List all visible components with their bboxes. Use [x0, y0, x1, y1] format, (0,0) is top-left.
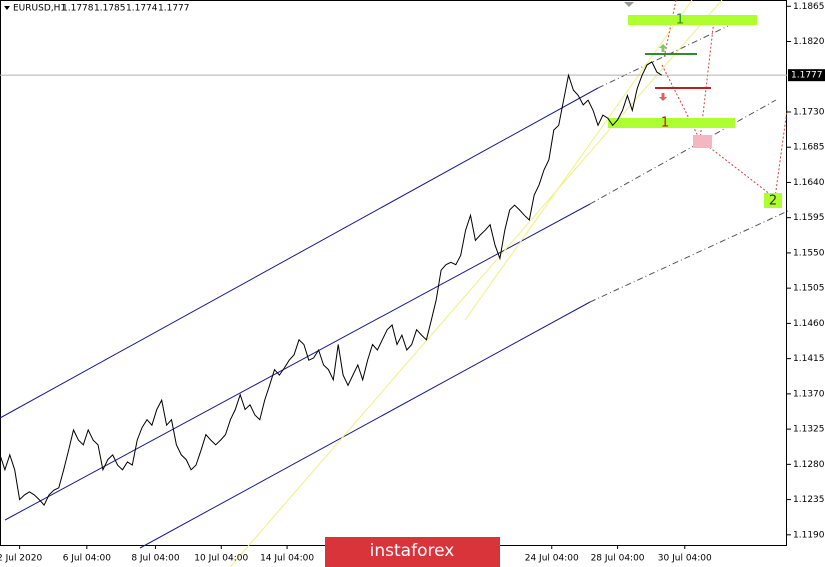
- y-tick-label: 1.1640: [793, 178, 825, 188]
- wave-path: [663, 0, 677, 59]
- y-tick-label: 1.1190: [793, 530, 825, 540]
- target-zone: [628, 15, 757, 25]
- x-tick-label: 24 Jul 04:00: [525, 554, 579, 564]
- wave-label: 2: [769, 194, 777, 209]
- watermark: instaforex: [325, 537, 500, 567]
- y-tick-label: 1.1685: [793, 143, 825, 153]
- drawings: [0, 0, 791, 567]
- y-tick-label: 1.1325: [793, 425, 825, 435]
- target-zone: [608, 118, 735, 128]
- y-tick-label: 1.1235: [793, 495, 825, 505]
- channel-upper: [0, 87, 599, 419]
- y-tick-label: 1.1820: [793, 37, 825, 47]
- chart-title: EURUSD,H1: [13, 4, 66, 14]
- x-tick-label: 30 Jul 04:00: [658, 554, 712, 564]
- x-tick-label: 28 Jul 04:00: [591, 554, 645, 564]
- current-price-label: 1.1777: [791, 71, 823, 81]
- ohlc-value: 1.1778: [62, 4, 94, 14]
- y-tick-label: 1.1505: [793, 284, 825, 294]
- channel-lower-ext: [589, 209, 791, 303]
- wave-path: [774, 109, 788, 199]
- ohlc-value: 1.1777: [158, 4, 190, 14]
- label-box: [764, 193, 782, 208]
- channel-middle-ext: [589, 99, 777, 205]
- watermark-box: [325, 537, 500, 567]
- down-arrow: [659, 93, 667, 101]
- y-tick-label: 1.1730: [793, 107, 825, 117]
- header-icon: [4, 6, 10, 10]
- up-arrow: [659, 44, 667, 52]
- channel-upper-ext: [597, 25, 729, 89]
- wave-label: 1: [676, 13, 684, 28]
- watermark-text: instaforex: [370, 541, 455, 561]
- x-tick-label: 6 Jul 04:00: [63, 554, 112, 564]
- x-tick-label: 8 Jul 04:00: [131, 554, 180, 564]
- y-tick-label: 1.1415: [793, 354, 825, 364]
- y-tick-label: 1.1460: [793, 319, 825, 329]
- marker: [624, 2, 634, 7]
- y-tick-label: 1.1595: [793, 213, 825, 223]
- header: EURUSD,H1 1.1778 1.1785 1.1774 1.1777: [4, 4, 190, 14]
- y-tick-label: 1.1370: [793, 389, 825, 399]
- price-line: [0, 61, 662, 506]
- target-box: [693, 135, 712, 148]
- wave-label: 1: [661, 116, 669, 131]
- x-tick-label: 10 Jul 04:00: [194, 554, 248, 564]
- yellow-line: [229, 0, 723, 567]
- x-tick-label: 14 Jul 04:00: [260, 554, 314, 564]
- current-price-box: [788, 69, 825, 82]
- x-tick-label: 2 Jul 2020: [0, 554, 42, 564]
- ohlc-value: 1.1774: [126, 4, 158, 14]
- channel-lower: [139, 301, 591, 549]
- y-tick-label: 1.1550: [793, 248, 825, 258]
- ohlc-value: 1.1785: [94, 4, 126, 14]
- y-tick-label: 1.1280: [793, 460, 825, 470]
- y-tick-label: 1.1865: [793, 2, 825, 12]
